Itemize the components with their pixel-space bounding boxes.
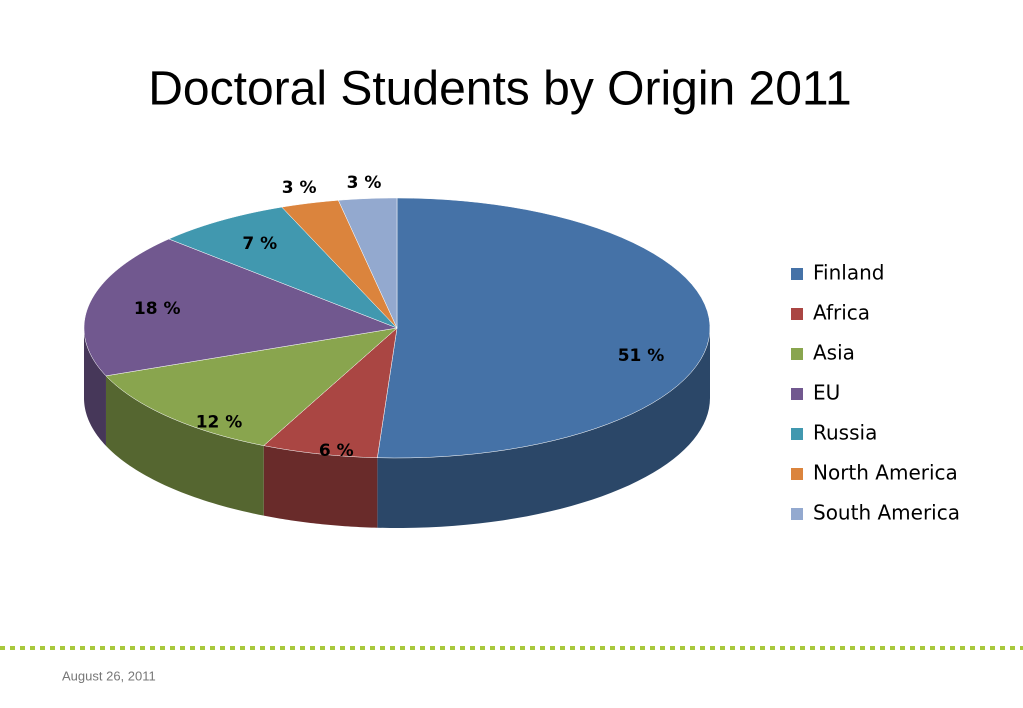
legend-label: Asia <box>813 341 855 365</box>
legend-label: Finland <box>813 261 884 285</box>
legend-label: Africa <box>813 301 870 325</box>
legend-swatch <box>791 348 803 360</box>
slice-side <box>377 328 710 528</box>
slice <box>168 206 398 329</box>
data-label: 3 % <box>282 178 317 198</box>
slice <box>83 238 398 377</box>
legend-swatch <box>791 468 803 480</box>
data-label: 6 % <box>319 441 354 461</box>
slice-side <box>105 375 264 516</box>
legend-swatch <box>791 308 803 320</box>
slice <box>263 327 398 458</box>
legend-swatch <box>791 428 803 440</box>
slice <box>105 327 398 446</box>
legend-label: Russia <box>813 421 877 445</box>
legend-label: EU <box>813 381 840 405</box>
legend-label: North America <box>813 461 958 485</box>
legend-swatch <box>791 508 803 520</box>
legend: Finland Africa Asia EU Russia North America So… <box>791 261 960 525</box>
slice <box>377 197 711 459</box>
pie: 51 % 6 % 12 % 18 % 7 % 3 % 3 % <box>83 173 711 528</box>
slice <box>337 197 398 329</box>
slice-side <box>84 328 106 446</box>
data-label: 3 % <box>347 173 382 193</box>
legend-swatch <box>791 268 803 280</box>
footer-date: August 26, 2011 <box>62 668 156 683</box>
legend-swatch <box>791 388 803 400</box>
data-label: 12 % <box>196 412 243 432</box>
chart-title: Doctoral Students by Origin 2011 <box>148 63 852 116</box>
slice-side <box>263 445 378 528</box>
data-label: 18 % <box>134 299 181 319</box>
data-label: 7 % <box>242 234 277 254</box>
slice <box>281 200 398 329</box>
legend-label: South America <box>813 501 960 525</box>
data-label: 51 % <box>618 346 665 366</box>
